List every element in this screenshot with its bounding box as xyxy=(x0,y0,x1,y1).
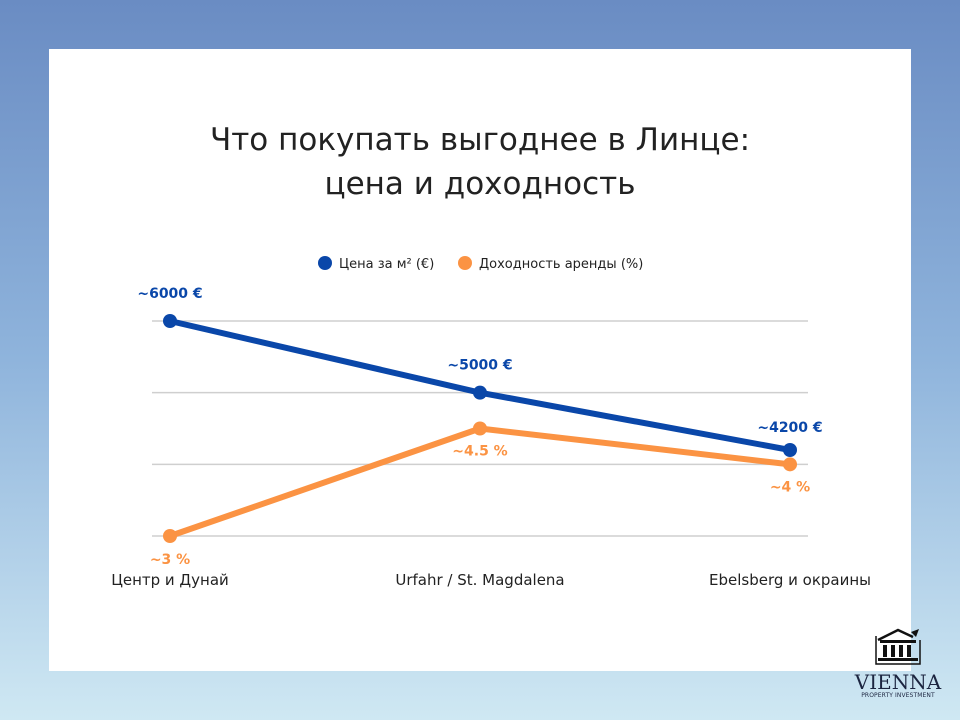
chart-title: Что покупать выгоднее в Линце: цена и до… xyxy=(209,122,751,202)
data-label: ~4200 € xyxy=(757,420,822,436)
legend-marker xyxy=(318,256,332,270)
data-label: ~3 % xyxy=(150,552,190,568)
data-point xyxy=(473,385,487,400)
data-label: ~6000 € xyxy=(137,286,202,302)
x-tick-label: Центр и Дунай xyxy=(111,571,229,589)
data-label: ~4.5 % xyxy=(452,444,507,460)
x-tick-label: Ebelsberg и окраины xyxy=(709,571,871,589)
chart-card xyxy=(49,49,911,671)
data-point xyxy=(163,529,177,543)
data-point xyxy=(783,457,797,472)
data-point xyxy=(783,443,797,457)
data-point xyxy=(163,314,177,328)
vienna-logo: VIENNA PROPERTY INVESTMENT xyxy=(848,626,948,699)
data-point xyxy=(473,421,487,436)
legend-marker xyxy=(458,256,472,270)
data-label: ~4 % xyxy=(770,479,810,495)
data-label: ~5000 € xyxy=(447,358,512,374)
x-tick-label: Urfahr / St. Magdalena xyxy=(395,571,564,589)
legend-label: Цена за м² (€) xyxy=(339,257,434,272)
legend-label: Доходность аренды (%) xyxy=(479,257,643,272)
building-chart-icon xyxy=(875,628,921,665)
